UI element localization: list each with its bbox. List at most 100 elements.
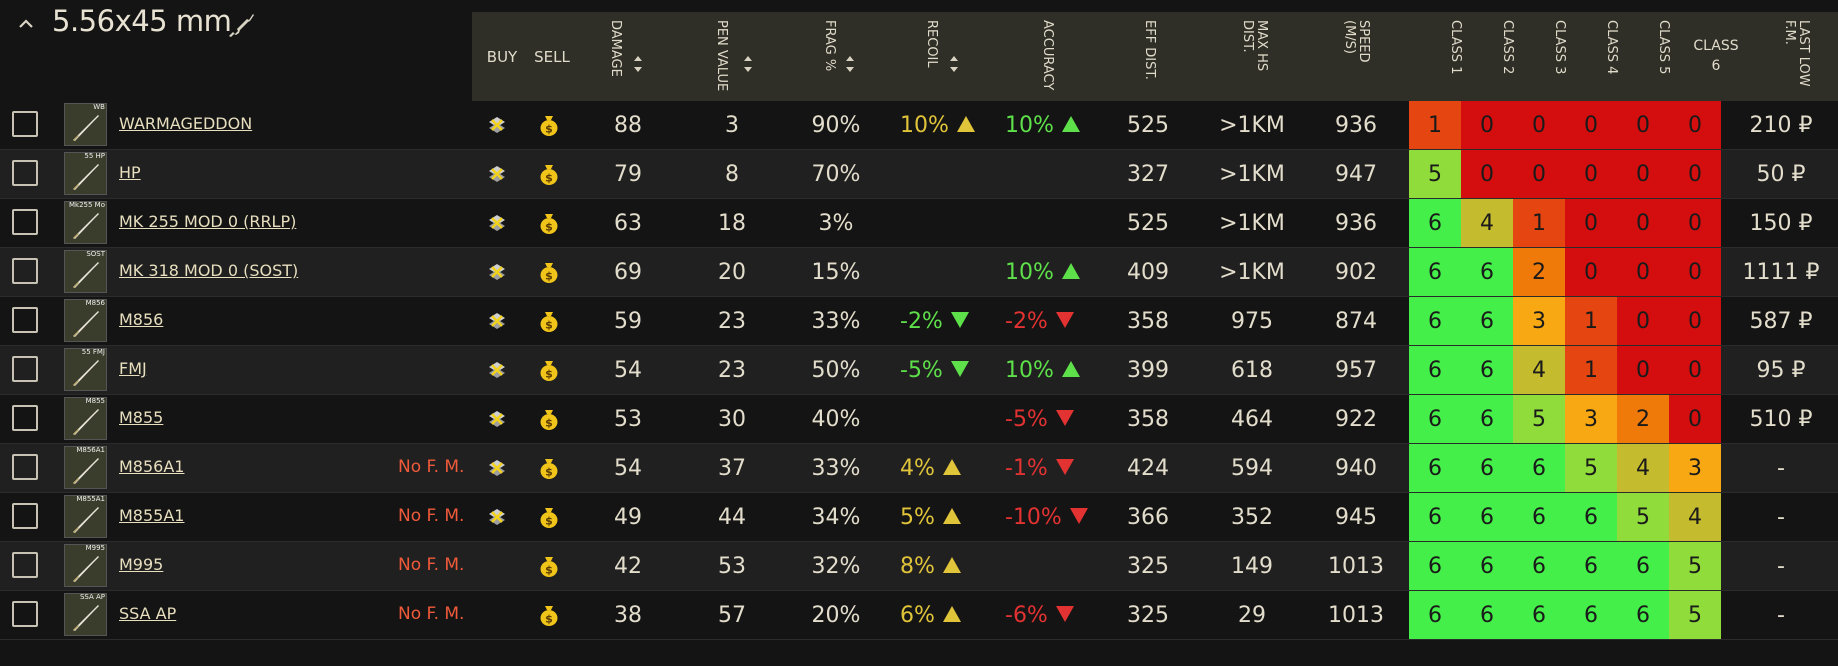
row-checkbox[interactable] [12, 356, 38, 382]
accuracy-modifier: -2% [1005, 297, 1074, 346]
table-row[interactable]: SOST MK 318 MOD 0 (SOST) $69 20 15% 10% 409 >1K… [0, 248, 1838, 297]
ammo-thumbnail: M855 [64, 397, 107, 440]
header-eff-dist[interactable]: EFF DIST. [1134, 12, 1190, 101]
armor-class-4-cell: 1 [1565, 346, 1617, 395]
barter-icon[interactable] [486, 261, 508, 283]
speed-value: 1013 [1328, 603, 1384, 628]
header-pen-value[interactable]: PEN VALUE [710, 12, 766, 101]
ammo-name-link[interactable]: M855 [119, 408, 164, 427]
header-class-2[interactable]: CLASS 2 [1482, 12, 1534, 101]
last-low-price: 1111 ₽ [1742, 260, 1820, 285]
header-damage[interactable]: DAMAGE [600, 12, 656, 101]
row-checkbox[interactable] [12, 405, 38, 431]
table-row[interactable]: M855 M855 $53 30 40% -5% 358 464 922 6 6 5 3 2 0 510 ₽ [0, 395, 1838, 444]
arrow-down-icon [1055, 459, 1074, 475]
money-bag-icon[interactable]: $ [537, 113, 561, 137]
ammo-name-link[interactable]: WARMAGEDDON [119, 114, 253, 133]
table-row[interactable]: Mk255 Mo MK 255 MOD 0 (RRLP) $63 18 3% 525 >1K… [0, 199, 1838, 248]
barter-icon[interactable] [486, 114, 508, 136]
armor-class-1-cell: 6 [1409, 591, 1461, 640]
table-row[interactable]: M856A1 M856A1 No F. M. $54 37 33% 4% -1% 424 594 9… [0, 444, 1838, 493]
barter-icon[interactable] [486, 163, 508, 185]
money-bag-icon[interactable]: $ [537, 554, 561, 578]
money-bag-icon[interactable]: $ [537, 260, 561, 284]
barter-icon[interactable] [486, 310, 508, 332]
header-max-hs-dist[interactable]: MAX HS DIST. [1234, 12, 1290, 101]
barter-icon[interactable] [486, 408, 508, 430]
max-hs-dist-value: 149 [1231, 554, 1273, 579]
money-bag-icon[interactable]: $ [537, 358, 561, 382]
header-class-5[interactable]: CLASS 5 [1638, 12, 1690, 101]
ammo-name-link[interactable]: MK 318 MOD 0 (SOST) [119, 261, 299, 280]
row-divider [0, 492, 1838, 493]
damage-value: 79 [614, 162, 642, 187]
money-bag-icon[interactable]: $ [537, 162, 561, 186]
arrow-down-icon [1055, 312, 1074, 328]
table-row[interactable]: M855A1 M855A1 No F. M. $49 44 34% 5% -10% 366 352… [0, 493, 1838, 542]
row-checkbox[interactable] [12, 307, 38, 333]
table-row[interactable]: 55 HP HP $79 8 70% 327 >1KM 947 5 0 0 0 0 0 50 ₽ [0, 150, 1838, 199]
table-row[interactable]: SSA AP SSA AP No F. M. $38 57 20% 6% -6% 325 29 10… [0, 591, 1838, 640]
row-checkbox[interactable] [12, 209, 38, 235]
ammo-name-link[interactable]: SSA AP [119, 604, 177, 623]
accuracy-value: 10% [1005, 260, 1054, 285]
frag-value: 40% [811, 407, 861, 432]
header-last-low-fm[interactable]: LAST LOW F.M. [1762, 12, 1832, 101]
row-checkbox[interactable] [12, 111, 38, 137]
row-checkbox[interactable] [12, 601, 38, 627]
armor-class-4-cell: 0 [1565, 150, 1617, 199]
caliber-header: 5.56x45 mm [0, 0, 472, 100]
thumb-label: WB [93, 103, 105, 111]
header-class-4[interactable]: CLASS 4 [1586, 12, 1638, 101]
barter-icon[interactable] [486, 506, 508, 528]
header-class-6[interactable]: CLASS 6 [1690, 12, 1742, 101]
ammo-name-link[interactable]: M856A1 [119, 457, 185, 476]
chevron-up-icon[interactable] [16, 14, 36, 34]
ammo-name-link[interactable]: M856 [119, 310, 164, 329]
table-row[interactable]: M995 M995 No F. M. $42 53 32% 8% 325 149 1013 6 6 6 6… [0, 542, 1838, 591]
money-bag-icon[interactable]: $ [537, 211, 561, 235]
thumb-label: SOST [86, 250, 105, 258]
ammo-thumbnail: WB [64, 103, 107, 146]
arrow-up-icon [1061, 263, 1080, 279]
row-checkbox[interactable] [12, 552, 38, 578]
row-checkbox[interactable] [12, 454, 38, 480]
ammo-name-link[interactable]: M855A1 [119, 506, 185, 525]
armor-class-5-cell: 0 [1617, 150, 1669, 199]
header-class-1[interactable]: CLASS 1 [1430, 12, 1482, 101]
ammo-name-link[interactable]: FMJ [119, 359, 147, 378]
row-checkbox[interactable] [12, 160, 38, 186]
money-bag-icon[interactable]: $ [537, 456, 561, 480]
speed-value: 936 [1335, 113, 1377, 138]
row-divider [0, 345, 1838, 346]
ammo-name-link[interactable]: M995 [119, 555, 164, 574]
ammo-name-link[interactable]: HP [119, 163, 141, 182]
header-speed[interactable]: SPEED (M/S) [1336, 12, 1392, 101]
damage-value: 54 [614, 456, 642, 481]
table-row[interactable]: WB WARMAGEDDON $88 3 90% 10% 10% 525 >1KM 936 1 0 0 0… [0, 101, 1838, 150]
table-row[interactable]: 55 FMJ FMJ $54 23 50% -5% 10% 399 618 957 6 6 4 1 0 0 95… [0, 346, 1838, 395]
last-low-price: - [1777, 554, 1785, 579]
frag-value: 90% [811, 113, 861, 138]
barter-icon[interactable] [486, 457, 508, 479]
ammo-name-link[interactable]: MK 255 MOD 0 (RRLP) [119, 212, 297, 231]
header-class-3[interactable]: CLASS 3 [1534, 12, 1586, 101]
barter-icon[interactable] [486, 212, 508, 234]
armor-class-6-cell: 0 [1669, 199, 1721, 248]
row-checkbox[interactable] [12, 503, 38, 529]
money-bag-icon[interactable]: $ [537, 309, 561, 333]
svg-text:$: $ [545, 319, 553, 332]
money-bag-icon[interactable]: $ [537, 505, 561, 529]
armor-class-3-cell: 4 [1513, 346, 1565, 395]
row-checkbox[interactable] [12, 258, 38, 284]
thumb-label: M856 [85, 299, 105, 307]
barter-icon[interactable] [486, 359, 508, 381]
no-flea-market-label: No F. M. [398, 604, 465, 624]
money-bag-icon[interactable]: $ [537, 603, 561, 627]
header-accuracy[interactable]: ACCURACY [1032, 12, 1088, 101]
table-row[interactable]: M856 M856 $59 23 33% -2% -2% 358 975 874 6 6 3 1 0 0 587… [0, 297, 1838, 346]
money-bag-icon[interactable]: $ [537, 407, 561, 431]
row-divider [0, 198, 1838, 199]
header-recoil[interactable]: RECOIL [914, 12, 970, 101]
header-frag[interactable]: FRAG % [812, 12, 868, 101]
